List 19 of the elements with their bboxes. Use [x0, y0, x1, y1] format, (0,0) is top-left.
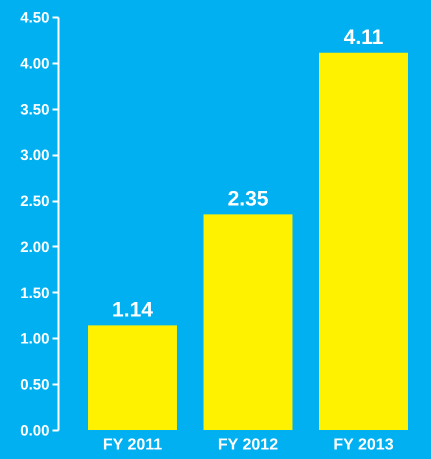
- bar: [88, 325, 177, 430]
- data-label: 1.14: [112, 298, 154, 322]
- y-tick-label: 3.00: [20, 147, 50, 164]
- x-tick-label: FY 2013: [333, 436, 394, 454]
- y-tick-label: 0.00: [20, 422, 50, 440]
- bar: [204, 214, 292, 430]
- y-tick-label: 0.50: [20, 376, 50, 394]
- y-tick-label: 2.50: [20, 193, 50, 210]
- x-tick-label: FY 2012: [218, 436, 278, 454]
- data-label: 4.11: [344, 26, 384, 49]
- y-tick-label: 1.50: [20, 284, 50, 302]
- y-tick-label: 4.50: [20, 10, 50, 26]
- y-tick-label: 4.00: [20, 55, 50, 72]
- data-label: 2.35: [228, 187, 269, 210]
- x-tick-label: FY 2011: [102, 436, 162, 454]
- bar: [319, 52, 408, 430]
- y-tick-label: 3.50: [20, 101, 50, 118]
- y-tick-label: 1.00: [20, 330, 50, 348]
- y-tick-label: 2.00: [20, 238, 50, 256]
